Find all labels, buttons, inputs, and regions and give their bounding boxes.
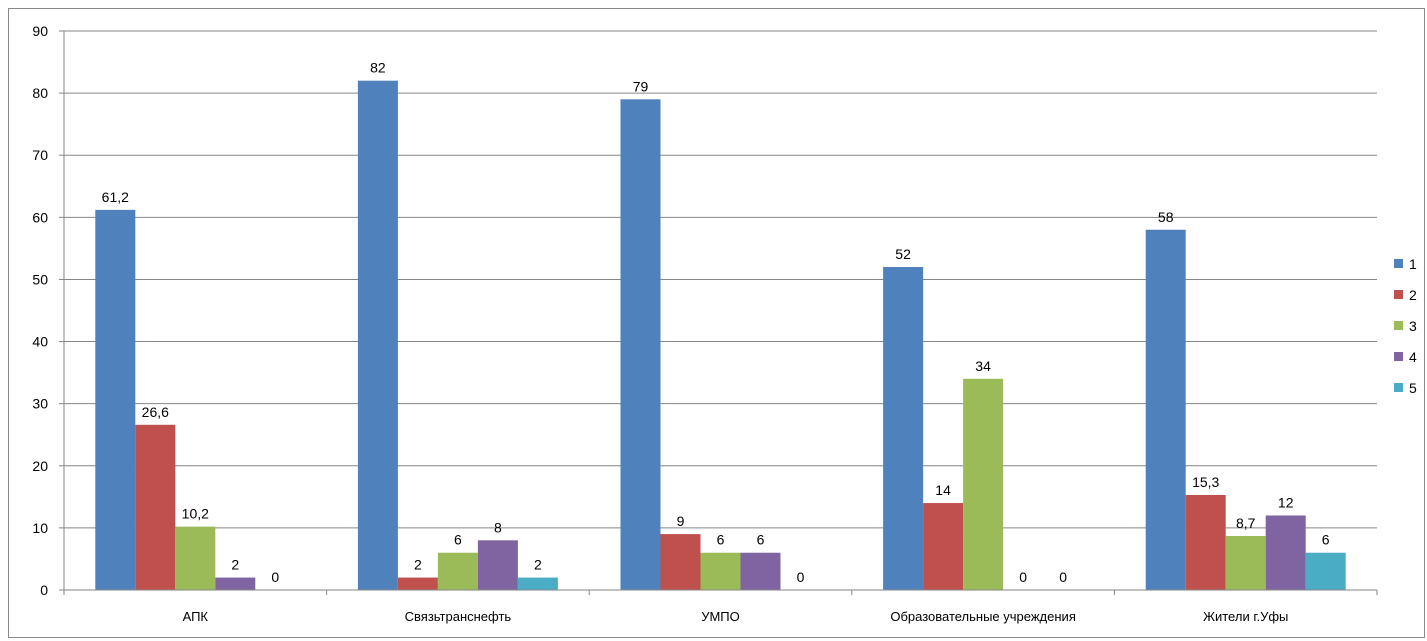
data-label: 6 [757, 532, 765, 548]
bar [883, 267, 924, 590]
y-tick-label: 0 [40, 582, 48, 598]
data-label: 9 [677, 513, 685, 529]
bar [95, 209, 136, 590]
bar [437, 552, 478, 590]
legend-label: 1 [1409, 256, 1417, 272]
bar [477, 540, 518, 590]
x-tick-label: Связьтранснефть [405, 609, 512, 624]
bar [1265, 515, 1306, 590]
data-label: 58 [1158, 209, 1174, 225]
y-tick-label: 10 [32, 520, 48, 536]
y-axis: 0 10 20 30 40 50 60 70 80 90 [32, 23, 65, 598]
data-label: 0 [271, 569, 279, 585]
bar [135, 424, 176, 590]
data-label: 79 [633, 78, 649, 94]
bar [1225, 535, 1266, 590]
x-tick-label: Жители г.Уфы [1203, 609, 1288, 624]
data-label: 6 [1322, 532, 1330, 548]
data-label: 6 [717, 532, 725, 548]
y-tick-label: 60 [32, 209, 48, 225]
data-label: 15,3 [1192, 474, 1219, 490]
y-tick-label: 70 [32, 147, 48, 163]
y-tick-label: 80 [32, 85, 48, 101]
bar [700, 552, 741, 590]
data-label: 0 [1059, 569, 1067, 585]
y-tick-label: 90 [32, 23, 48, 39]
data-label: 8,7 [1236, 515, 1256, 531]
chart-frame: 0 10 20 30 40 50 60 70 80 90 61,2 26,6 10,2 2 0 82 2 6 8 2… [8, 8, 1425, 638]
x-tick-label: АПК [183, 609, 209, 624]
bar [517, 577, 558, 590]
legend: 1 2 3 4 5 [1394, 256, 1417, 396]
y-tick-label: 40 [32, 334, 48, 350]
data-label: 26,6 [142, 404, 169, 420]
y-tick-label: 30 [32, 396, 48, 412]
bar [215, 577, 256, 590]
y-tick-label: 50 [32, 271, 48, 287]
bar [175, 526, 216, 590]
bar [1185, 494, 1226, 590]
x-axis: АПК Связьтранснефть УМПО Образовательные уч… [63, 589, 1378, 624]
data-label: 12 [1278, 494, 1294, 510]
data-label: 0 [797, 569, 805, 585]
data-label: 61,2 [102, 189, 129, 205]
data-label: 82 [370, 60, 386, 76]
data-label: 0 [1019, 569, 1027, 585]
data-label: 34 [975, 358, 991, 374]
legend-swatch [1394, 352, 1403, 361]
y-tick-label: 20 [32, 458, 48, 474]
data-label: 52 [895, 246, 911, 262]
legend-label: 4 [1409, 349, 1417, 365]
gridlines [64, 30, 1377, 529]
legend-swatch [1394, 290, 1403, 299]
legend-swatch [1394, 259, 1403, 268]
bar [357, 80, 398, 590]
legend-swatch [1394, 383, 1403, 392]
legend-label: 5 [1409, 380, 1417, 396]
bar [660, 534, 701, 590]
bar [620, 99, 661, 591]
x-tick-label: Образовательные учреждения [890, 609, 1076, 624]
bar [923, 503, 964, 590]
data-label: 10,2 [182, 506, 209, 522]
bar [1305, 552, 1346, 590]
bar [397, 577, 438, 590]
bar [1145, 229, 1186, 590]
data-label: 14 [935, 482, 951, 498]
data-label: 2 [231, 557, 239, 573]
data-label: 2 [414, 557, 422, 573]
bar [963, 378, 1004, 590]
x-tick-label: УМПО [701, 609, 740, 624]
legend-swatch [1394, 321, 1403, 330]
legend-label: 2 [1409, 287, 1417, 303]
data-label: 6 [454, 532, 462, 548]
legend-label: 3 [1409, 318, 1417, 334]
data-label: 2 [534, 557, 542, 573]
bar [740, 552, 781, 590]
bars [95, 80, 1346, 591]
data-label: 8 [494, 519, 502, 535]
